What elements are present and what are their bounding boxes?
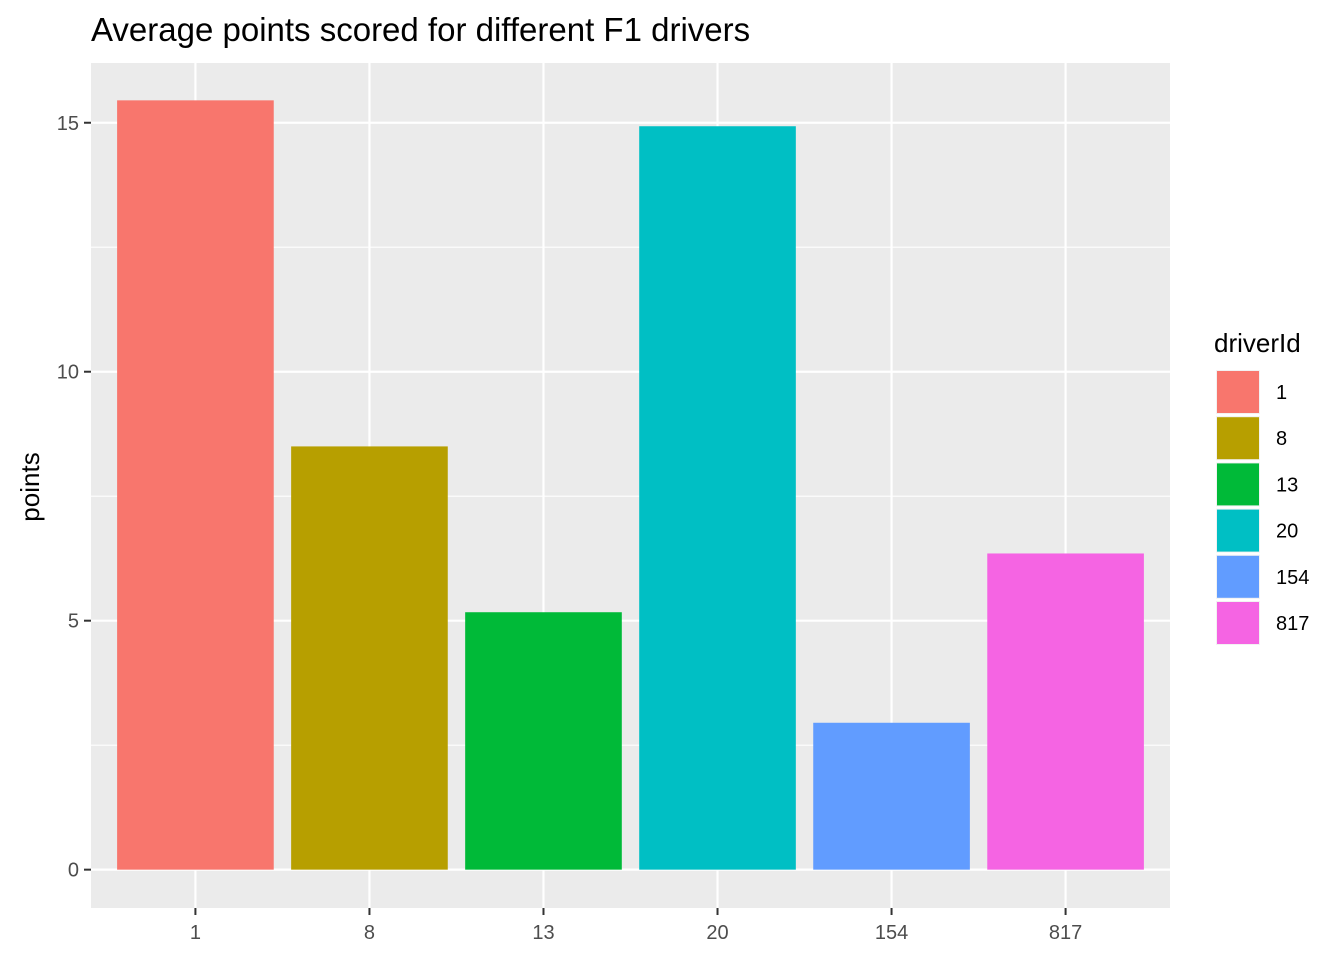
plot-panel xyxy=(91,63,1170,908)
legend-label-8: 8 xyxy=(1276,428,1287,450)
bar-154 xyxy=(813,722,970,870)
y-tick-label: 5 xyxy=(68,611,79,633)
x-axis: 1 8 13 20 154 817 xyxy=(190,908,1082,944)
legend-title: driverId xyxy=(1214,328,1301,358)
x-tick-label: 154 xyxy=(875,922,908,944)
legend-swatch-8 xyxy=(1217,417,1259,460)
legend-swatch-154 xyxy=(1217,555,1259,598)
legend-label-817: 817 xyxy=(1276,613,1309,635)
legend-label-1: 1 xyxy=(1276,382,1287,404)
x-tick-label: 13 xyxy=(532,922,554,944)
y-tick-label: 0 xyxy=(68,860,79,882)
bar-1 xyxy=(117,100,274,870)
x-tick-label: 8 xyxy=(364,922,375,944)
legend-label-20: 20 xyxy=(1276,521,1298,543)
legend: driverId 1 8 13 20 154 817 xyxy=(1214,328,1309,645)
legend-swatch-1 xyxy=(1217,371,1259,413)
bar-8 xyxy=(291,446,448,870)
legend-swatch-13 xyxy=(1217,463,1259,506)
y-tick-label: 15 xyxy=(57,113,79,135)
bar-817 xyxy=(987,553,1144,870)
bar-13 xyxy=(465,612,622,870)
x-tick-label: 817 xyxy=(1049,922,1082,944)
chart-title: Average points scored for different F1 d… xyxy=(91,11,750,48)
bar-20 xyxy=(639,126,796,870)
y-axis-label: points xyxy=(15,452,45,521)
legend-swatch-817 xyxy=(1217,602,1259,644)
legend-label-13: 13 xyxy=(1276,474,1298,496)
legend-label-154: 154 xyxy=(1276,567,1309,589)
x-tick-label: 1 xyxy=(190,922,201,944)
y-tick-label: 10 xyxy=(57,362,79,384)
y-axis: 0 5 10 15 xyxy=(57,113,91,882)
legend-swatch-20 xyxy=(1217,509,1259,552)
x-tick-label: 20 xyxy=(706,922,728,944)
